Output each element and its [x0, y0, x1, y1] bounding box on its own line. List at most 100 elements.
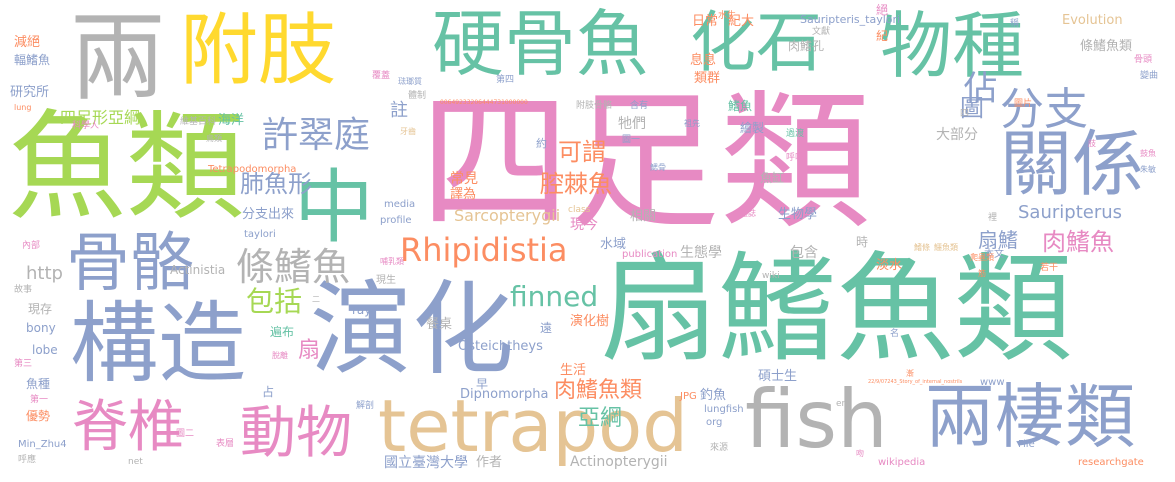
cloud-word: wikipedia	[878, 457, 926, 468]
cloud-word: profile	[380, 215, 412, 226]
cloud-word: 動物	[240, 401, 352, 466]
cloud-word: 漸	[906, 369, 914, 378]
cloud-word: 鰭魚	[728, 99, 753, 113]
cloud-word: 分支出來	[242, 207, 295, 222]
cloud-word: 水生	[718, 11, 737, 21]
cloud-word: 紀	[876, 29, 889, 43]
cloud-word: 物種	[880, 4, 1025, 88]
cloud-word: 附肢骨骼	[576, 101, 613, 111]
cloud-word: Sauripterus	[1018, 202, 1123, 223]
cloud-word: 包括	[246, 285, 303, 318]
cloud-word: 肉鰭魚	[1042, 228, 1114, 256]
cloud-word: 研究所	[10, 85, 50, 100]
cloud-word: 註	[387, 100, 408, 118]
cloud-word: 鳥類	[206, 134, 222, 143]
cloud-word: 琺瑯質	[398, 77, 422, 86]
cloud-word: 來源	[710, 443, 729, 453]
cloud-word: 維基百科	[180, 117, 217, 127]
cloud-word: 筋	[978, 269, 986, 278]
cloud-word: 二	[312, 295, 320, 304]
cloud-word: 鼓魚	[1140, 149, 1156, 158]
cloud-word: 脊椎	[72, 395, 184, 460]
cloud-word: 鱷魚類	[934, 243, 958, 252]
cloud-word: 紀大	[728, 14, 755, 29]
cloud-word: Tetrapodomorpha	[208, 164, 297, 175]
cloud-word: 第三	[14, 359, 33, 369]
cloud-word: 肉鰭魚類	[554, 378, 643, 403]
cloud-word: 可謂	[558, 138, 606, 166]
cloud-word: 現今	[570, 217, 598, 233]
cloud-word: 脫離	[272, 351, 288, 360]
cloud-word: Sarcopterygii	[454, 206, 561, 225]
cloud-word: 日常	[692, 14, 719, 29]
cloud-word: 現存	[28, 302, 53, 316]
cloud-word: 圖二	[176, 429, 195, 439]
cloud-word: Actinistia	[170, 263, 226, 277]
cloud-word: 00649233206444731000000	[440, 99, 528, 106]
cloud-word: 化石	[690, 4, 822, 81]
cloud-word: 呼應	[18, 455, 37, 465]
cloud-word: 骨骼	[66, 227, 194, 301]
cloud-word: 常見	[450, 171, 478, 187]
cloud-word: 譯為	[450, 187, 477, 202]
cloud-word: 演化樹	[570, 314, 610, 329]
cloud-word: 淡水	[876, 258, 903, 273]
cloud-word: org	[706, 417, 723, 428]
cloud-word: Rhipidistia	[400, 231, 568, 269]
cloud-word: 早	[476, 377, 489, 391]
cloud-word: Sauripteris_taylori	[800, 13, 901, 26]
cloud-word: http	[26, 263, 63, 284]
cloud-word: 遠	[540, 321, 553, 335]
cloud-word: 22/9/07243_Story_of_internal_nostrils	[868, 379, 963, 385]
cloud-word: net	[128, 457, 143, 467]
cloud-word: 條鰭魚類	[1080, 39, 1133, 54]
cloud-word: Min_Zhu4	[18, 439, 67, 450]
cloud-word: 減絕	[14, 35, 41, 50]
cloud-word: 海洋	[218, 113, 245, 128]
cloud-word: 解剖	[356, 401, 375, 411]
cloud-word: 四足類	[420, 76, 871, 250]
cloud-word: 變曲	[1140, 71, 1159, 81]
cloud-word: 若干	[1040, 263, 1059, 273]
cloud-word: 扇鰭	[978, 228, 1018, 252]
cloud-word: 四足形亞綱	[60, 108, 141, 127]
cloud-word: 圖片	[1014, 99, 1033, 109]
cloud-word: 附肢	[180, 6, 337, 96]
cloud-word: 大部分	[936, 127, 978, 143]
cloud-word: 兩棲類	[925, 376, 1135, 458]
cloud-word: 佔	[957, 70, 997, 104]
cloud-word: 構造	[70, 292, 247, 395]
cloud-word: 科學人	[72, 121, 100, 131]
cloud-word: media	[384, 199, 416, 210]
cloud-word: 魚類	[8, 98, 245, 236]
cloud-word: 第四	[496, 75, 515, 85]
cloud-word: bony	[26, 321, 56, 335]
cloud-word: 名	[890, 329, 900, 339]
cloud-word: 含有	[630, 101, 649, 111]
cloud-word: 包含	[790, 245, 818, 261]
cloud-word: 祖先	[684, 119, 700, 128]
cloud-word: finned	[510, 280, 599, 313]
cloud-word: 生活	[560, 363, 587, 378]
cloud-word: 占	[262, 385, 275, 399]
cloud-word: 表層	[216, 439, 235, 449]
cloud-word: 故事	[14, 285, 33, 295]
cloud-word: 國立臺灣大學	[384, 455, 468, 471]
cloud-word: 類群	[694, 71, 721, 86]
cloud-word: 鰭條	[914, 243, 930, 252]
cloud-word: 硬骨魚	[432, 2, 649, 86]
cloud-word: publication	[622, 249, 678, 260]
cloud-word: 肉鰭孔	[788, 39, 825, 53]
cloud-word: 生物學	[778, 207, 818, 222]
cloud-word: 呼吸	[786, 153, 805, 163]
cloud-word: www	[980, 377, 1005, 388]
cloud-word: 牠們	[618, 116, 646, 132]
cloud-word: lungfish	[704, 404, 744, 415]
cloud-word: 腔棘魚	[540, 170, 612, 198]
cloud-word: lung	[14, 103, 32, 112]
cloud-word: 哺乳類	[380, 257, 404, 266]
cloud-word: 圖一	[622, 135, 641, 145]
cloud-word: 演化	[310, 271, 514, 390]
cloud-word: 亞綱	[578, 406, 623, 431]
